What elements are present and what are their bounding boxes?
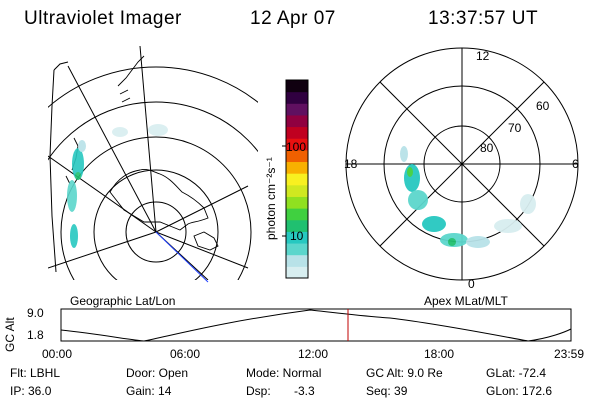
polar-plot-label: Apex MLat/MLT [424, 294, 508, 308]
colorbar-tick-100: 100 [286, 140, 307, 154]
colorbar-segment [286, 266, 308, 279]
instrument-title: Ultraviolet Imager [24, 8, 182, 29]
filter-label: Flt: LBHL [10, 366, 61, 380]
colorbar-segment [286, 208, 308, 221]
time-label: 13:37:57 UT [428, 8, 539, 29]
lat-circle [93, 169, 219, 280]
lat-circle [48, 101, 258, 280]
gc-alt-label: GC Alt: 9.0 Re [366, 366, 443, 380]
colorbar-segment [286, 231, 308, 244]
colorbar-tick-10: 10 [290, 229, 304, 243]
gain-label: Gain: 14 [126, 384, 172, 398]
colorbar-segment [286, 254, 308, 267]
colorbar-segment [286, 80, 308, 93]
lat-circle [48, 66, 258, 280]
glat-label: GLat: -72.4 [486, 366, 547, 380]
colorbar-unit-label: photon cm⁻²s⁻¹ [264, 157, 278, 240]
mlat-label-70: 70 [508, 121, 522, 135]
time-tick-0000: 00:00 [42, 347, 73, 361]
mlt-label-bottom: 0 [468, 277, 475, 290]
seq-label: Seq: 39 [366, 384, 408, 398]
colorbar-segment [286, 149, 308, 163]
colorbar-segment [286, 126, 308, 139]
colorbar-segment [286, 219, 308, 232]
ip-label: IP: 36.0 [10, 384, 52, 398]
colorbar-segment [286, 138, 308, 151]
glon-label: GLon: 172.6 [486, 384, 553, 398]
geo-map-label: Geographic Lat/Lon [70, 294, 176, 308]
polar-mlt-plot: 12 0 18 6 60 70 80 [344, 47, 579, 290]
colorbar-segment [286, 243, 308, 256]
aurora-emission-geo [67, 124, 168, 248]
satellite-track [155, 231, 209, 283]
dsp-label: Dsp: [246, 384, 271, 398]
alt-plot-ylabel: GC Alt [3, 317, 17, 352]
date-label: 12 Apr 07 [250, 8, 336, 29]
time-tick-2359: 23:59 [554, 347, 585, 361]
time-tick-1800: 18:00 [424, 347, 455, 361]
alt-tick-high: 9.0 [27, 306, 44, 320]
altitude-plot [60, 308, 572, 342]
lat-circle [125, 201, 187, 263]
colorbar-segment [286, 184, 308, 197]
alt-tick-low: 1.8 [27, 328, 44, 342]
mode-label: Mode: Normal [246, 366, 322, 380]
geographic-map [48, 46, 258, 283]
colorbar-segment [286, 161, 308, 174]
time-tick-0600: 06:00 [170, 347, 201, 361]
time-tick-1200: 12:00 [298, 347, 329, 361]
dsp-value: -3.3 [294, 384, 315, 398]
mlt-label-top: 12 [476, 49, 490, 63]
aurora-emission-polar [400, 146, 536, 248]
colorbar [282, 79, 309, 279]
mlat-label-80: 80 [480, 141, 494, 155]
colorbar-segment [286, 196, 308, 209]
colorbar-segment [286, 173, 308, 186]
colorbar-segment [286, 103, 308, 116]
door-label: Door: Open [126, 366, 189, 380]
colorbar-segment [286, 91, 308, 104]
lat-circle [60, 136, 252, 280]
colorbar-segment [286, 114, 308, 128]
mlat-label-60: 60 [536, 99, 550, 113]
mlt-label-right: 6 [572, 157, 579, 171]
mlt-label-left: 18 [344, 157, 358, 171]
